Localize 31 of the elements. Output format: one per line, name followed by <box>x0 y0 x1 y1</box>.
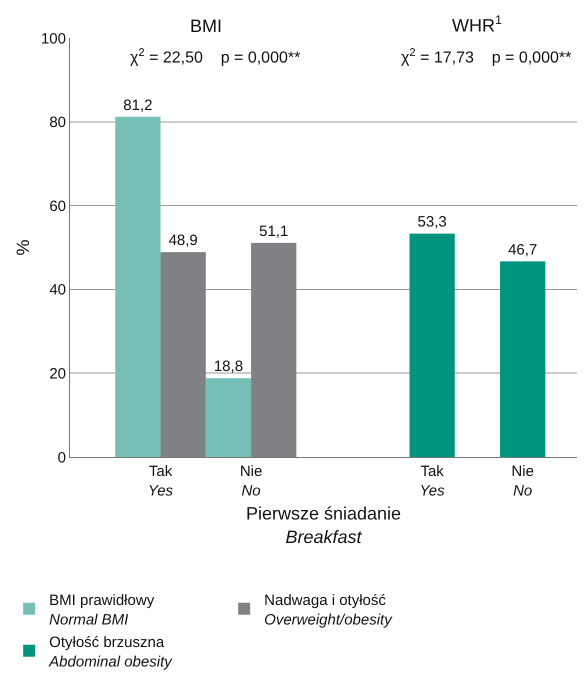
annotation: χ$^{2}$ = 22,50 p = 0,000** <box>130 47 300 67</box>
y-tick-label: 20 <box>49 365 66 382</box>
bar <box>500 261 546 457</box>
y-tick-label: 80 <box>49 114 66 132</box>
x-tick-label: Tak Yes <box>148 463 174 500</box>
x-tick-label: Tak Yes <box>420 463 446 500</box>
y-tick-label: 100 <box>40 30 66 48</box>
y-tick-label: 0 <box>58 449 66 466</box>
bar <box>160 252 206 457</box>
x-axis-title: Pierwsze śniadanie Breakfast <box>246 504 402 547</box>
legend-label: Nadwaga i otyłość Overweight/obesity <box>264 592 394 628</box>
legend-label: BMI prawidłowy Normal BMI <box>49 592 155 628</box>
annotation: χ$^{2}$ = 17,73 p = 0,000** <box>401 47 572 67</box>
data-label: 46,7 <box>508 241 538 258</box>
bar <box>206 378 252 457</box>
data-label: 18,8 <box>214 358 244 376</box>
data-label: 53,3 <box>418 214 447 231</box>
x-tick-label: Nie No <box>511 463 534 500</box>
bar <box>410 234 455 457</box>
bar <box>251 242 296 457</box>
y-tick-label: 60 <box>49 198 66 215</box>
y-tick-label: 40 <box>49 282 66 299</box>
text: WHR$^{1}$ <box>452 13 502 36</box>
y-axis-title: % <box>13 239 34 256</box>
legend-label: Otyłość brzuszna Abdominal obesity <box>48 634 174 670</box>
data-label: 51,1 <box>259 222 288 240</box>
x-tick-label: Nie No <box>240 463 262 500</box>
bar <box>115 116 161 457</box>
text: BMI <box>190 16 222 36</box>
data-label: 81,2 <box>123 96 153 114</box>
data-label: 48,9 <box>168 232 198 250</box>
